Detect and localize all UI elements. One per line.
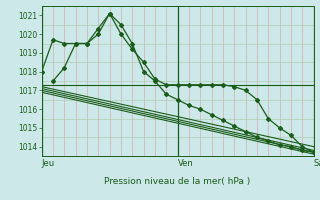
Text: Pression niveau de la mer( hPa ): Pression niveau de la mer( hPa ) [104,177,251,186]
Text: Jeu: Jeu [42,159,55,168]
Text: Ven: Ven [178,159,193,168]
Text: Sam: Sam [314,159,320,168]
